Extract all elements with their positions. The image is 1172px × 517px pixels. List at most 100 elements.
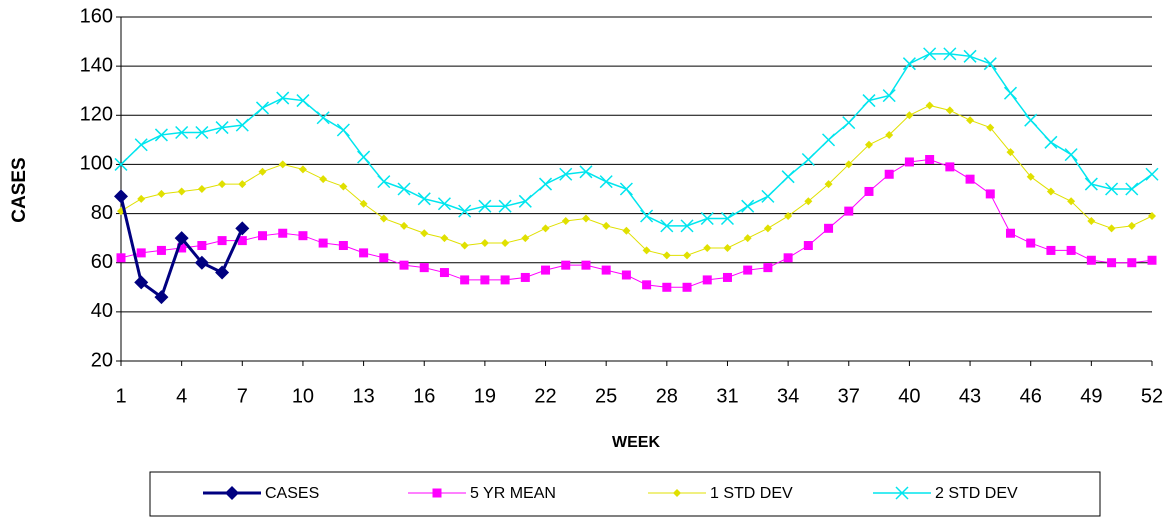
x-tick-label: 13: [352, 385, 374, 407]
y-tick-label: 160: [80, 5, 113, 27]
marker: [235, 118, 249, 132]
marker: [460, 275, 470, 285]
marker: [621, 270, 631, 280]
marker: [397, 182, 411, 196]
marker: [215, 121, 229, 135]
marker: [255, 101, 270, 115]
marker: [520, 272, 530, 282]
marker: [943, 47, 957, 61]
marker: [399, 260, 409, 270]
marker: [276, 91, 290, 105]
marker: [781, 170, 795, 184]
x-tick-label: 16: [413, 385, 435, 407]
marker: [983, 57, 997, 71]
marker: [215, 265, 230, 280]
marker: [336, 123, 350, 137]
marker: [700, 211, 714, 226]
marker: [783, 253, 793, 263]
y-tick-label: 60: [91, 251, 113, 273]
marker: [763, 263, 773, 273]
marker: [175, 125, 189, 140]
marker: [319, 175, 328, 184]
marker: [1148, 212, 1156, 221]
y-tick-label: 20: [91, 349, 113, 371]
marker: [498, 199, 512, 213]
marker: [197, 241, 207, 251]
marker: [154, 128, 168, 142]
x-axis-label: WEEK: [612, 434, 660, 451]
marker: [195, 125, 209, 140]
marker: [1127, 258, 1137, 268]
x-tick-label: 37: [838, 385, 860, 407]
marker: [1066, 245, 1076, 255]
marker: [541, 265, 551, 275]
marker: [966, 116, 975, 125]
series-line: [120, 159, 1153, 288]
marker: [1046, 187, 1055, 196]
marker: [803, 241, 813, 251]
marker: [1003, 86, 1018, 100]
marker: [844, 160, 853, 169]
marker: [1105, 182, 1119, 196]
marker: [1005, 228, 1015, 238]
marker: [541, 224, 550, 233]
x-tick-label: 28: [656, 385, 678, 407]
y-tick-label: 80: [91, 202, 113, 224]
marker: [359, 199, 368, 208]
legend-box: [149, 471, 1101, 517]
marker: [500, 275, 510, 285]
marker: [359, 248, 369, 258]
marker: [965, 174, 975, 184]
marker: [985, 189, 995, 199]
marker: [1006, 148, 1015, 157]
marker: [194, 255, 209, 270]
marker: [174, 231, 189, 246]
marker: [864, 186, 874, 196]
marker: [521, 234, 530, 243]
marker: [723, 243, 732, 252]
marker: [884, 169, 894, 179]
marker: [761, 189, 775, 203]
marker: [895, 486, 909, 500]
marker: [420, 229, 429, 238]
marker: [601, 265, 611, 275]
x-tick-label: 43: [959, 385, 981, 407]
marker: [501, 239, 510, 248]
marker: [642, 280, 652, 290]
marker: [114, 189, 128, 204]
marker: [154, 290, 169, 305]
y-tick-label: 120: [80, 104, 113, 126]
marker: [177, 187, 186, 196]
marker: [339, 182, 348, 191]
marker: [702, 275, 712, 285]
marker: [579, 165, 593, 179]
marker: [673, 489, 681, 497]
marker: [1145, 167, 1159, 181]
marker: [114, 157, 128, 171]
marker: [722, 272, 732, 282]
marker: [157, 189, 166, 198]
x-tick-label: 10: [292, 385, 314, 407]
marker: [1125, 182, 1139, 196]
x-tick-label: 7: [237, 385, 248, 407]
marker: [561, 216, 570, 225]
marker: [237, 236, 247, 246]
marker: [197, 185, 206, 193]
marker: [902, 57, 916, 71]
marker: [134, 275, 149, 290]
marker: [559, 167, 573, 181]
marker: [480, 239, 489, 248]
x-tick-label: 40: [898, 385, 920, 407]
x-tick-label: 25: [595, 385, 617, 407]
marker: [338, 241, 348, 251]
marker: [822, 133, 836, 147]
marker: [1127, 221, 1136, 230]
marker: [986, 123, 995, 132]
marker: [945, 106, 954, 115]
x-tick-label: 19: [474, 385, 496, 407]
marker: [741, 199, 755, 213]
marker: [581, 260, 591, 270]
marker: [116, 253, 126, 263]
marker: [561, 260, 571, 270]
marker: [217, 236, 227, 246]
